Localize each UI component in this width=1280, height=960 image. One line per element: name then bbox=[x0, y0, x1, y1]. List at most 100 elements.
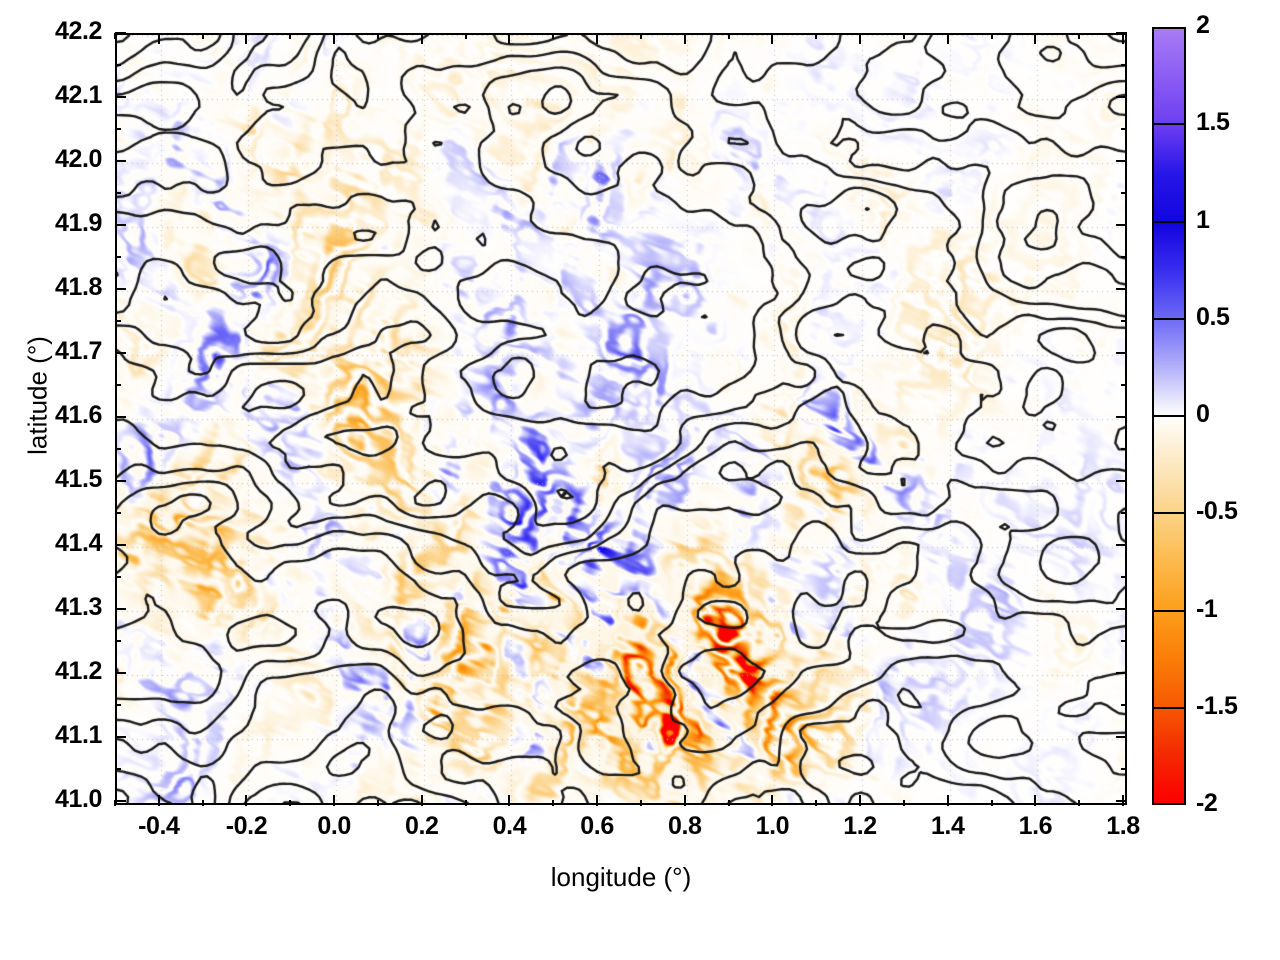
y-tick-label-41.4: 41.4 bbox=[54, 529, 102, 557]
x-minor-tick bbox=[815, 800, 818, 806]
y-tick-41.6 bbox=[1116, 416, 1127, 418]
y-minor-tick bbox=[115, 128, 121, 130]
colorbar-tick-0 bbox=[1152, 415, 1186, 417]
y-tick-label-41.6: 41.6 bbox=[54, 401, 102, 429]
colorbar-tick-label-1.5: 1.5 bbox=[1196, 108, 1230, 137]
y-tick-41.9 bbox=[1116, 224, 1127, 226]
colorbar-tick-label-0: 0 bbox=[1196, 400, 1210, 428]
x-tick-0.2 bbox=[420, 795, 423, 806]
y-tick-41.0 bbox=[115, 800, 126, 802]
y-tick-label-42.2: 42.2 bbox=[54, 17, 102, 45]
y-tick-label-41.9: 41.9 bbox=[54, 209, 102, 237]
x-minor-tick bbox=[639, 33, 642, 39]
y-tick-42.2 bbox=[1116, 32, 1127, 34]
y-tick-41.2 bbox=[115, 672, 126, 674]
y-minor-tick bbox=[115, 448, 121, 450]
x-tick-label-0.6: 0.6 bbox=[580, 812, 614, 840]
x-minor-tick bbox=[289, 800, 292, 806]
y-minor-tick bbox=[1121, 128, 1127, 130]
y-minor-tick bbox=[1121, 256, 1127, 258]
y-tick-label-41.2: 41.2 bbox=[54, 657, 102, 685]
x-tick-1.4 bbox=[946, 795, 949, 806]
x-minor-tick bbox=[902, 33, 905, 39]
x-minor-tick bbox=[727, 800, 730, 806]
y-tick-41.6 bbox=[115, 416, 126, 418]
x-tick-1.6 bbox=[1034, 795, 1037, 806]
x-tick-0.4 bbox=[508, 33, 511, 44]
y-tick-41.4 bbox=[1116, 544, 1127, 546]
x-tick-label-0.4: 0.4 bbox=[492, 812, 527, 840]
x-tick-label--0.4: -0.4 bbox=[138, 812, 180, 840]
y-tick-label-41.3: 41.3 bbox=[54, 593, 102, 621]
y-tick-label-41.0: 41.0 bbox=[54, 785, 102, 813]
y-minor-tick bbox=[1121, 512, 1127, 514]
x-minor-tick bbox=[289, 33, 292, 39]
x-tick-0.0 bbox=[333, 33, 336, 44]
y-tick-41.5 bbox=[1116, 480, 1127, 482]
colorbar-tick--1 bbox=[1152, 609, 1186, 612]
x-tick-1.8 bbox=[1122, 795, 1124, 806]
y-minor-tick bbox=[1121, 704, 1127, 706]
x-minor-tick bbox=[639, 800, 642, 806]
x-tick-0.0 bbox=[333, 795, 336, 806]
x-tick-0.8 bbox=[683, 33, 686, 44]
y-minor-tick bbox=[1121, 448, 1127, 450]
x-tick-label-0.8: 0.8 bbox=[667, 812, 702, 840]
y-tick-41.0 bbox=[1116, 800, 1127, 802]
y-axis-title: latitude (°) bbox=[22, 336, 53, 455]
y-minor-tick bbox=[1121, 384, 1127, 386]
y-tick-label-41.1: 41.1 bbox=[54, 721, 102, 749]
y-tick-41.8 bbox=[1116, 288, 1127, 290]
x-tick-1.2 bbox=[859, 33, 862, 44]
x-tick-1.0 bbox=[771, 33, 774, 44]
colorbar-tick-label-1: 1 bbox=[1196, 205, 1210, 234]
x-minor-tick bbox=[1078, 800, 1081, 806]
x-minor-tick bbox=[990, 33, 993, 39]
x-tick-0.6 bbox=[596, 33, 599, 44]
y-tick-42.1 bbox=[115, 96, 126, 98]
x-tick-label-1.0: 1.0 bbox=[755, 812, 790, 840]
y-minor-tick bbox=[1121, 576, 1127, 578]
y-tick-41.4 bbox=[115, 544, 126, 546]
x-tick-label-0.2: 0.2 bbox=[405, 812, 439, 840]
y-minor-tick bbox=[115, 768, 121, 770]
y-tick-41.7 bbox=[1116, 352, 1127, 354]
colorbar-tick-1 bbox=[1152, 220, 1186, 223]
x-minor-tick bbox=[201, 800, 204, 806]
y-tick-label-42.1: 42.1 bbox=[54, 81, 102, 109]
colorbar-tick-label--1.5: -1.5 bbox=[1196, 691, 1238, 720]
y-tick-42.2 bbox=[115, 32, 126, 34]
x-minor-tick bbox=[464, 800, 467, 806]
x-tick-label-1.8: 1.8 bbox=[1106, 812, 1140, 840]
x-tick--0.2 bbox=[245, 795, 248, 806]
y-minor-tick bbox=[115, 640, 121, 642]
x-minor-tick bbox=[552, 33, 555, 39]
x-minor-tick bbox=[727, 33, 730, 39]
y-minor-tick bbox=[1121, 768, 1127, 770]
y-minor-tick bbox=[115, 512, 121, 514]
x-minor-tick bbox=[1078, 33, 1081, 39]
colorbar-tick--1.5 bbox=[1152, 706, 1186, 709]
x-tick-1.2 bbox=[859, 795, 862, 806]
y-tick-41.8 bbox=[115, 288, 126, 290]
x-minor-tick bbox=[464, 33, 467, 39]
y-minor-tick bbox=[115, 256, 121, 258]
x-minor-tick bbox=[815, 33, 818, 39]
x-tick-label-0.0: 0.0 bbox=[317, 812, 351, 840]
x-tick-1.8 bbox=[1122, 33, 1124, 44]
y-minor-tick bbox=[1121, 640, 1127, 642]
x-tick-label--0.2: -0.2 bbox=[225, 812, 268, 840]
y-tick-41.3 bbox=[1116, 608, 1127, 610]
y-tick-41.3 bbox=[115, 608, 126, 610]
y-minor-tick bbox=[115, 576, 121, 578]
y-tick-label-41.5: 41.5 bbox=[54, 465, 102, 493]
terrain-contour-overlay bbox=[117, 35, 1125, 803]
y-tick-41.1 bbox=[1116, 736, 1127, 738]
x-axis-title: longitude (°) bbox=[550, 862, 692, 892]
y-tick-42.1 bbox=[1116, 96, 1127, 98]
y-minor-tick bbox=[115, 64, 121, 66]
colorbar-tick-label-2: 2 bbox=[1196, 11, 1210, 39]
y-minor-tick bbox=[115, 192, 121, 194]
colorbar-tick-0.5 bbox=[1152, 317, 1186, 320]
